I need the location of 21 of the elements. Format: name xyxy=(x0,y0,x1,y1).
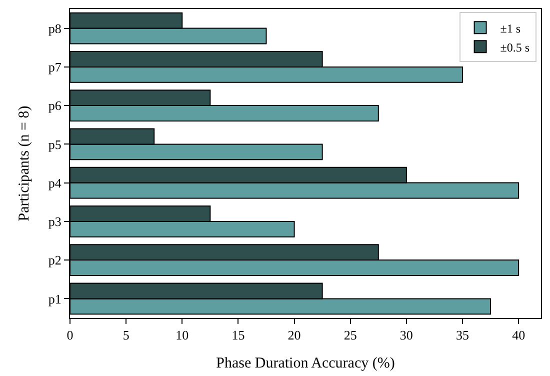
x-tick-label: 5 xyxy=(122,328,130,343)
x-tick-label: 15 xyxy=(232,328,245,343)
x-tick-label: 20 xyxy=(288,328,301,343)
y-axis-title: Participants (n = 8) xyxy=(16,106,33,222)
x-tick-label: 0 xyxy=(66,328,74,343)
y-tick-label: p2 xyxy=(48,252,62,268)
x-axis-title: Phase Duration Accuracy (%) xyxy=(216,356,395,372)
x-tick-label: 40 xyxy=(512,328,526,343)
legend-label: ±0.5 s xyxy=(500,40,530,54)
y-tick-label: p4 xyxy=(48,175,62,190)
x-tick-label: 30 xyxy=(400,328,413,343)
legend-label: ±1 s xyxy=(500,21,521,36)
y-tick-label: p1 xyxy=(48,291,62,306)
y-tick-label: p3 xyxy=(48,214,62,229)
y-tick-label: p5 xyxy=(48,136,62,152)
y-tick-label: p8 xyxy=(48,20,62,36)
x-tick-label: 10 xyxy=(176,328,189,343)
x-tick-label: 35 xyxy=(456,328,469,343)
y-tick-label: p7 xyxy=(48,59,62,74)
x-tick-label: 25 xyxy=(344,328,357,343)
y-tick-label: p6 xyxy=(48,98,62,114)
